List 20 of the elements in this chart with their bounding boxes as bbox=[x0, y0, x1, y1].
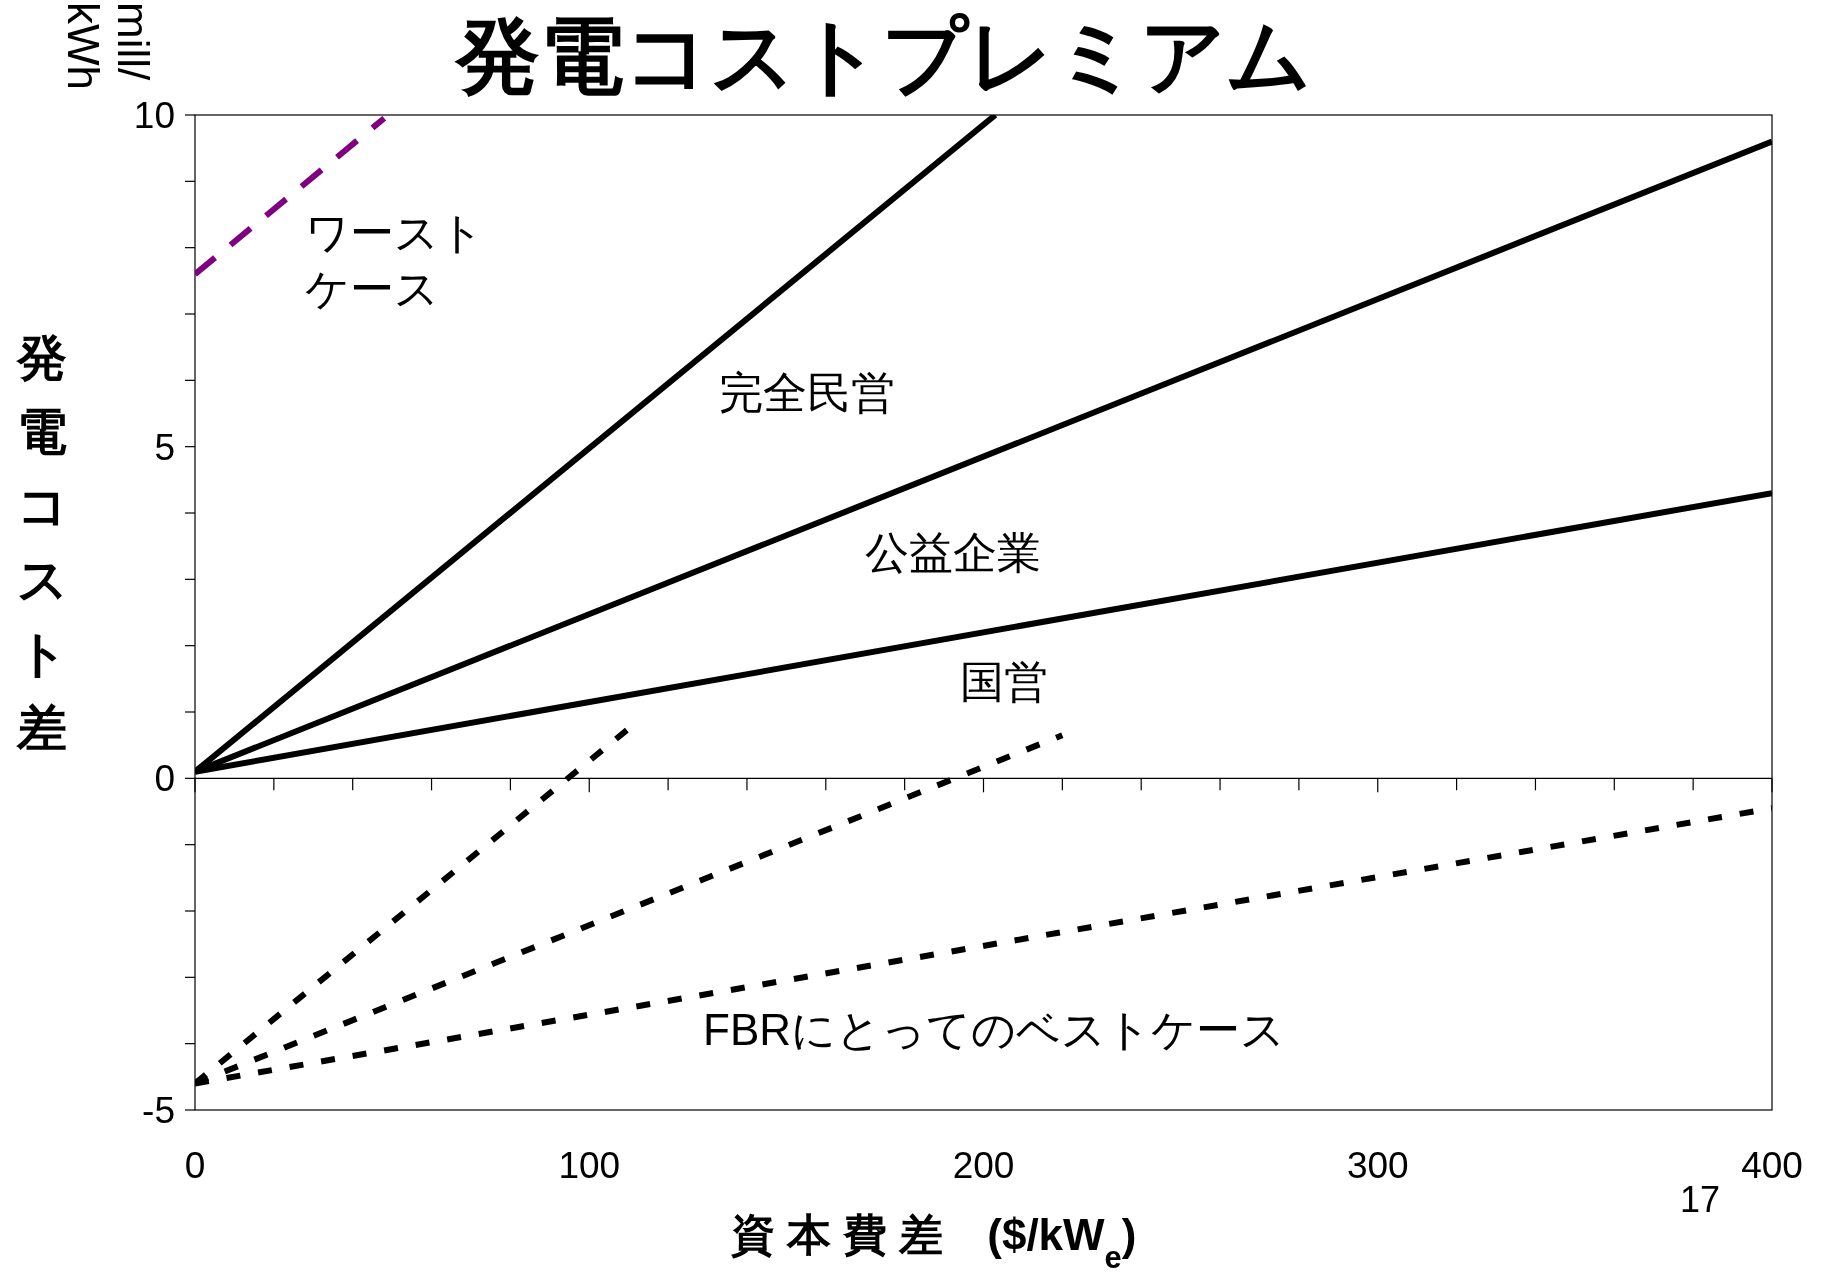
x-tick-label: 300 bbox=[1346, 1145, 1409, 1186]
annotation: 公益企業 bbox=[865, 528, 1041, 577]
annotation: ワースト bbox=[305, 208, 484, 257]
annotation: FBRにとってのベストケース bbox=[703, 1005, 1285, 1054]
y-axis-title: 発電コスト差 bbox=[15, 330, 68, 756]
x-tick-label: 0 bbox=[184, 1145, 206, 1186]
text: mill/kWh bbox=[59, 2, 158, 90]
text: 17 bbox=[1680, 1179, 1721, 1220]
x-tick-label: 200 bbox=[952, 1145, 1015, 1186]
chart-title: 発電コストプレミアム bbox=[453, 9, 1312, 103]
x-axis-title: 資 本 費 差 ($/kW$_{e}$) bbox=[730, 1210, 1137, 1275]
y-tick-label: 10 bbox=[133, 95, 175, 136]
x-tick-label: 400 bbox=[1741, 1145, 1803, 1186]
x-tick-label: 100 bbox=[558, 1145, 621, 1186]
y-tick-label: -5 bbox=[142, 1090, 175, 1131]
y-tick-label: 0 bbox=[154, 758, 175, 800]
y-tick-label: 5 bbox=[154, 426, 175, 468]
annotation: ケース bbox=[305, 264, 439, 313]
annotation: 完全民営 bbox=[719, 368, 895, 417]
annotation: 国営 bbox=[960, 657, 1048, 706]
